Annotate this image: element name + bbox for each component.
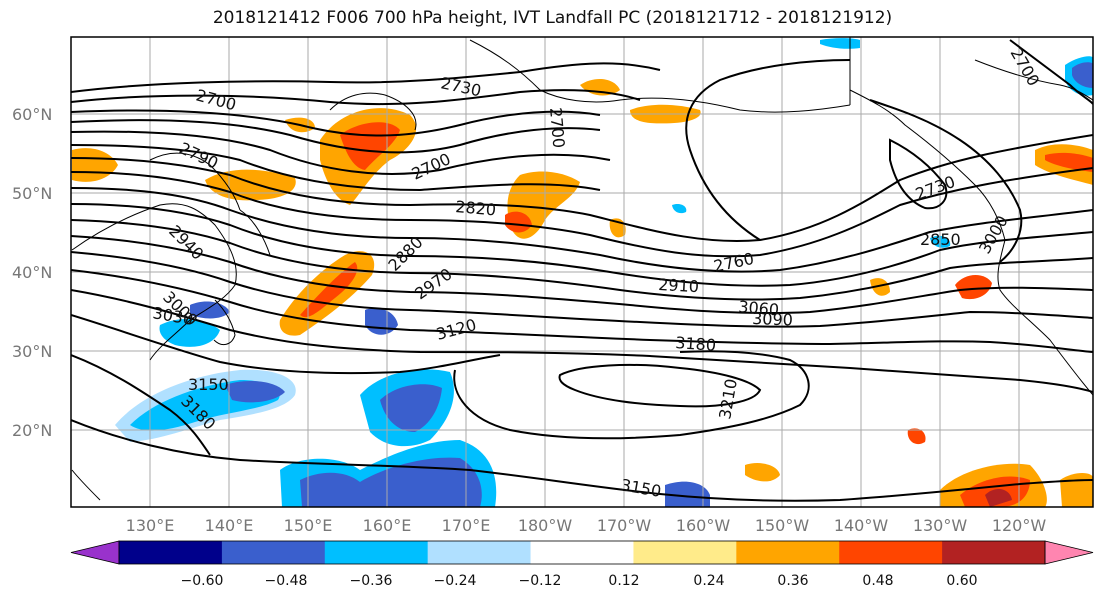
colorbar-extension-high [1044,540,1094,565]
contour-label: 3060 [738,297,780,319]
colorbar-segment [221,541,326,564]
colorbar-tick-label: 0.24 [693,573,724,589]
colorbar-tick-label: −0.12 [519,573,562,589]
colorbar-tick-label: −0.36 [350,573,393,589]
colorbar-frame [118,540,1046,565]
lon-label: 180°W [518,516,573,535]
graticule [71,37,1093,507]
contour-label: 2910 [658,275,700,296]
colorbar-segment [839,541,943,564]
latitude-labels: 60°N 50°N 40°N 30°N 20°N [12,105,52,440]
colorbar-segment [942,541,1046,564]
colorbar-segment [119,541,223,564]
lon-label: 160°E [363,516,412,535]
lat-label: 50°N [12,184,52,203]
contour-label: 3150 [188,375,229,394]
colorbar-extension-low [70,540,120,565]
lon-label: 120°W [992,516,1047,535]
ivt-positive-shading [72,78,1093,507]
lat-label: 30°N [12,342,52,361]
lon-label: 170°E [442,516,491,535]
map-title: 2018121412 F006 700 hPa height, IVT Land… [212,8,893,28]
colorbar-tick-labels: −0.60 −0.48 −0.36 −0.24 −0.12 0.12 0.24 … [181,573,978,589]
contour-label: 2820 [455,197,497,219]
lon-label: 130°E [126,516,175,535]
contour-label: 3090 [752,309,793,329]
colorbar-tick-label: −0.48 [265,573,308,589]
lon-label: 160°W [676,516,731,535]
contour-label: 2850 [920,230,961,249]
lat-label: 40°N [12,263,52,282]
contour-label: 3180 [675,333,717,355]
colorbar-segment [324,541,429,564]
lon-label: 150°E [284,516,333,535]
colorbar-tick-label: 0.36 [777,573,808,589]
map-frame [70,36,1094,508]
longitude-labels: 130°E 140°E 150°E 160°E 170°E 180°W 170°… [126,516,1047,535]
colorbar-tick-label: −0.24 [434,573,477,589]
colorbar-tick-label: 0.12 [608,573,639,589]
height-contours [71,39,1093,502]
colorbar-tick-label: 0.60 [946,573,977,589]
lon-label: 140°E [205,516,254,535]
colorbar-segment [530,541,634,564]
lat-label: 60°N [12,105,52,124]
colorbar-tick-label: 0.48 [862,573,893,589]
lon-label: 140°W [834,516,889,535]
colorbar-segment [736,541,840,564]
map-plot-area: 2700 2730 2700 2700 2790 2700 2820 2880 … [71,37,1093,507]
colorbar [70,540,1094,565]
ivt-negative-shading [115,38,1093,507]
lon-label: 150°W [755,516,810,535]
lon-label: 130°W [913,516,968,535]
lat-label: 20°N [12,421,52,440]
colorbar-segment [427,541,532,564]
colorbar-tick-label: −0.60 [181,573,224,589]
colorbar-segment [633,541,737,564]
lon-label: 170°W [597,516,652,535]
contour-label: 2700 [546,107,568,149]
